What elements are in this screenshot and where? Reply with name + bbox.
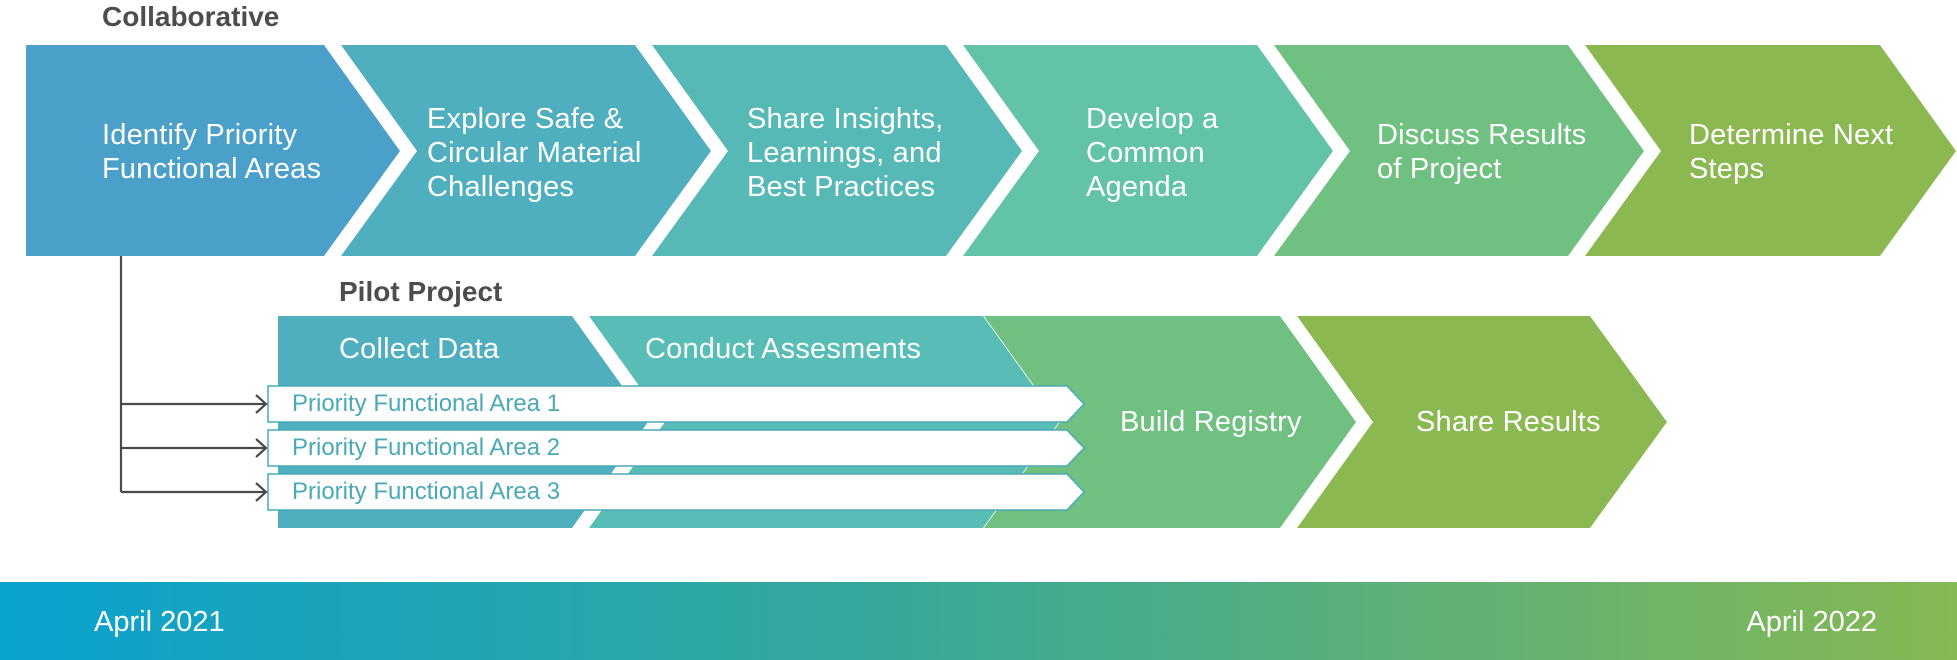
collab-step-4-arrow (963, 45, 1333, 256)
collab-step-5-label: Discuss Results of Project (1377, 119, 1587, 185)
pilot-step-3-arrow (984, 316, 1356, 528)
functional-area-1-bar (267, 385, 1086, 423)
collab-step-3-arrow (652, 45, 1022, 256)
functional-area-2-label: Priority Functional Area 2 (292, 434, 561, 461)
collab-step-5-arrow (1274, 45, 1644, 256)
collab-step-3-label: Share Insights, Learnings, and Best Prac… (747, 103, 944, 203)
pilot-step-4-arrow (1297, 316, 1667, 528)
pilot-step-3-label: Build Registry (1120, 406, 1302, 438)
arrowhead-3 (255, 482, 268, 502)
collab-step-6-label: Determine Next Steps (1689, 119, 1894, 185)
collaborative-title: Collaborative (102, 1, 280, 32)
functional-area-1-label: Priority Functional Area 1 (292, 390, 561, 417)
collab-step-1-label: Identify Priority Functional Areas (102, 119, 322, 185)
pilot-step-2-label: Conduct Assesments (645, 333, 922, 365)
pilot-project-title: Pilot Project (339, 276, 503, 307)
timeline-start-label: April 2021 (94, 606, 225, 638)
pilot-step-4-label: Share Results (1416, 406, 1601, 438)
collab-step-1-arrow (26, 45, 400, 256)
collab-step-4-label: Develop a Common Agenda (1086, 103, 1219, 203)
collab-step-2-label: Explore Safe & Circular Material Challen… (427, 103, 642, 203)
arrowhead-2 (255, 438, 268, 458)
functional-area-2-bar (267, 429, 1086, 467)
arrowhead-1 (255, 394, 268, 414)
functional-area-3-label: Priority Functional Area 3 (292, 478, 561, 505)
pilot-step-1-label: Collect Data (339, 333, 500, 365)
functional-area-3-bar (267, 473, 1086, 511)
collab-step-6-arrow (1585, 45, 1956, 256)
connector-lines (119, 256, 268, 502)
timeline-end-label: April 2022 (1746, 606, 1877, 638)
timeline-bar (0, 582, 1957, 660)
collab-step-2-arrow (341, 45, 711, 256)
